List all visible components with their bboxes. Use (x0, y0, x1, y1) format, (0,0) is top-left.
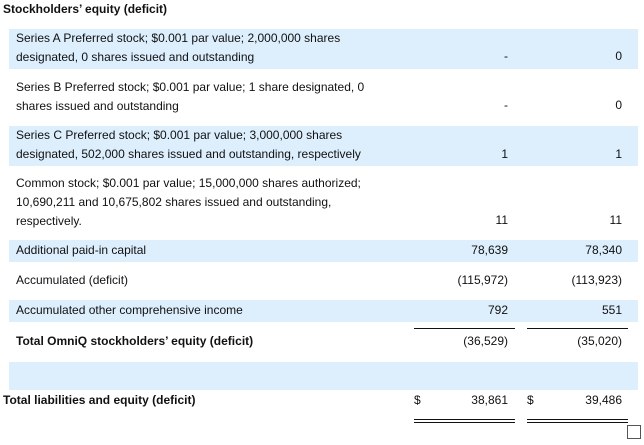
subtotal-rule (414, 328, 515, 329)
double-rule-bottom (414, 422, 515, 423)
row-value-current: - (504, 49, 508, 63)
row-value-current: 78,639 (471, 243, 508, 257)
section-title: Stockholders’ equity (deficit) (3, 2, 168, 16)
row-value-prior: 0 (615, 98, 622, 112)
row-value-prior: 11 (609, 213, 622, 227)
row-label-total-liabilities-equity: Total liabilities and equity (deficit) (3, 393, 196, 407)
row-value-prior: 78,340 (585, 243, 622, 257)
row-shade (9, 300, 638, 322)
subtotal-rule (527, 328, 628, 329)
currency-symbol: $ (414, 393, 421, 407)
row-label-series-a: Series A Preferred stock; $0.001 par val… (16, 31, 341, 64)
row-value-current: 792 (487, 303, 508, 317)
row-value-prior: 39,486 (585, 393, 622, 407)
row-label-common-stock: Common stock; $0.001 par value; 15,000,0… (16, 176, 361, 228)
row-value-current: (36,529) (463, 334, 508, 348)
row-label-accumulated-deficit: Accumulated (deficit) (16, 273, 129, 287)
double-rule-top (527, 419, 628, 420)
double-rule-bottom (527, 422, 628, 423)
row-shade (9, 126, 638, 166)
row-label-aoci: Accumulated other comprehensive income (16, 303, 243, 317)
row-value-prior: (35,020) (577, 334, 622, 348)
row-label-series-c: Series C Preferred stock; $0.001 par val… (16, 128, 361, 161)
row-label-apic: Additional paid-in capital (16, 243, 147, 257)
currency-symbol: $ (527, 393, 534, 407)
row-shade (9, 29, 638, 69)
row-label-series-b: Series B Preferred stock; $0.001 par val… (16, 80, 365, 113)
row-value-prior: (113,923) (571, 273, 622, 287)
row-label-total-omniq-equity: Total OmniQ stockholders’ equity (defici… (16, 334, 254, 348)
row-value-current: (115,972) (457, 273, 508, 287)
double-rule-top (414, 419, 515, 420)
row-value-prior: 1 (615, 147, 622, 161)
checkbox-icon[interactable] (627, 425, 641, 439)
row-shade (9, 362, 638, 390)
row-shade (9, 240, 638, 262)
row-value-current: 11 (495, 213, 508, 227)
row-value-prior: 551 (601, 303, 622, 317)
row-value-current: - (504, 98, 508, 112)
row-value-current: 1 (501, 147, 508, 161)
row-value-prior: 0 (615, 49, 622, 63)
row-value-current: 38,861 (471, 393, 508, 407)
